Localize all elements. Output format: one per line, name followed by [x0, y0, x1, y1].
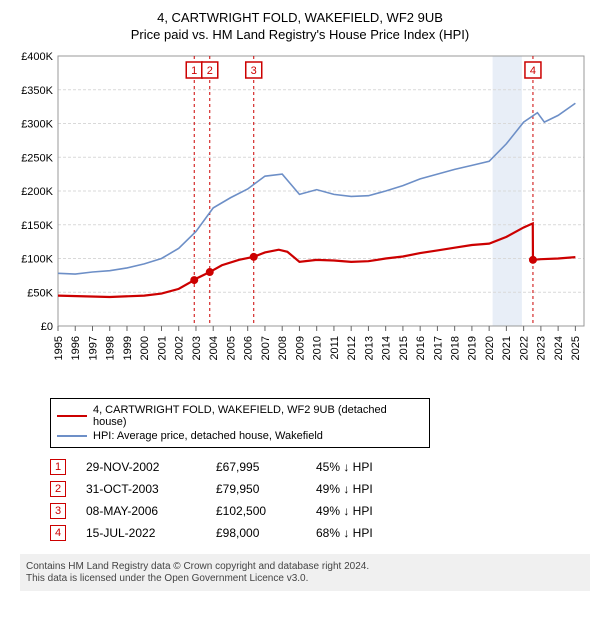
transaction-price: £79,950: [216, 482, 296, 496]
transaction-price: £102,500: [216, 504, 296, 518]
event-marker-number: 1: [191, 65, 197, 77]
chart-container: £0 £50K £100K £150K £200K £250K £300K £350K £400…: [10, 50, 590, 390]
transaction-price: £67,995: [216, 460, 296, 474]
x-tick-label: 2008: [277, 336, 289, 360]
transactions-table: 1 29-NOV-2002 £67,995 45% ↓ HPI 2 31-OCT-2003…: [50, 456, 590, 544]
x-tick-label: 2015: [398, 336, 410, 360]
x-tick-label: 2011: [329, 336, 341, 360]
x-tick-label: 2006: [243, 336, 255, 360]
y-tick-label: £100K: [21, 254, 53, 266]
legend-item: HPI: Average price, detached house, Wake…: [57, 429, 423, 443]
y-tick-label: £400K: [21, 51, 53, 63]
x-tick-label: 1998: [105, 336, 117, 360]
transaction-pct: 45% ↓ HPI: [316, 460, 416, 474]
event-marker-number: 4: [530, 65, 536, 77]
x-tick-label: 2016: [415, 336, 427, 360]
sale-dot: [206, 268, 214, 276]
sale-dot: [190, 276, 198, 284]
transaction-date: 31-OCT-2003: [86, 482, 196, 496]
chart-subtitle: Price paid vs. HM Land Registry's House …: [10, 27, 590, 42]
chart-title: 4, CARTWRIGHT FOLD, WAKEFIELD, WF2 9UB: [10, 10, 590, 25]
x-tick-label: 1996: [70, 336, 82, 360]
x-tick-label: 2010: [312, 336, 324, 360]
x-tick-label: 1999: [122, 336, 134, 360]
legend-swatch: [57, 415, 87, 417]
legend-item: 4, CARTWRIGHT FOLD, WAKEFIELD, WF2 9UB (…: [57, 403, 423, 429]
attribution-footer: Contains HM Land Registry data © Crown c…: [20, 554, 590, 591]
sale-dot: [250, 253, 258, 261]
transaction-row: 4 15-JUL-2022 £98,000 68% ↓ HPI: [50, 522, 590, 544]
event-marker-number: 3: [251, 65, 257, 77]
x-tick-label: 2009: [294, 336, 306, 360]
y-tick-label: £0: [41, 321, 53, 333]
x-tick-label: 2002: [174, 336, 186, 360]
x-tick-label: 2022: [518, 336, 530, 360]
sale-dot: [529, 256, 537, 264]
transaction-date: 08-MAY-2006: [86, 504, 196, 518]
transaction-marker: 4: [50, 525, 66, 541]
footer-line-1: Contains HM Land Registry data © Crown c…: [26, 561, 584, 572]
y-tick-label: £250K: [21, 152, 53, 164]
legend: 4, CARTWRIGHT FOLD, WAKEFIELD, WF2 9UB (…: [50, 398, 430, 448]
x-tick-label: 2005: [225, 336, 237, 360]
transaction-marker: 3: [50, 503, 66, 519]
price-chart: £0 £50K £100K £150K £200K £250K £300K £350K £400…: [10, 50, 590, 390]
x-tick-label: 1995: [53, 336, 65, 360]
x-tick-label: 2001: [156, 336, 168, 360]
y-tick-label: £300K: [21, 119, 53, 131]
x-tick-label: 2024: [553, 336, 565, 360]
x-tick-label: 2017: [432, 336, 444, 360]
x-tick-label: 2014: [381, 336, 393, 360]
x-tick-label: 2003: [191, 336, 203, 360]
x-tick-label: 2018: [450, 336, 462, 360]
transaction-pct: 68% ↓ HPI: [316, 526, 416, 540]
transaction-marker: 1: [50, 459, 66, 475]
x-tick-label: 2023: [536, 336, 548, 360]
y-tick-label: £350K: [21, 85, 53, 97]
transaction-date: 15-JUL-2022: [86, 526, 196, 540]
transaction-row: 2 31-OCT-2003 £79,950 49% ↓ HPI: [50, 478, 590, 500]
y-tick-label: £150K: [21, 220, 53, 232]
transaction-date: 29-NOV-2002: [86, 460, 196, 474]
x-tick-label: 2007: [260, 336, 272, 360]
x-tick-label: 1997: [87, 336, 99, 360]
footer-line-2: This data is licensed under the Open Gov…: [26, 573, 584, 584]
transaction-row: 3 08-MAY-2006 £102,500 49% ↓ HPI: [50, 500, 590, 522]
x-tick-label: 2025: [570, 336, 582, 360]
chart-title-block: 4, CARTWRIGHT FOLD, WAKEFIELD, WF2 9UB P…: [10, 10, 590, 42]
x-tick-label: 2019: [467, 336, 479, 360]
event-marker-number: 2: [207, 65, 213, 77]
x-tick-label: 2012: [346, 336, 358, 360]
x-tick-label: 2004: [208, 336, 220, 360]
legend-label: HPI: Average price, detached house, Wake…: [93, 430, 323, 442]
transaction-price: £98,000: [216, 526, 296, 540]
transaction-marker: 2: [50, 481, 66, 497]
legend-label: 4, CARTWRIGHT FOLD, WAKEFIELD, WF2 9UB (…: [93, 404, 423, 428]
transaction-pct: 49% ↓ HPI: [316, 504, 416, 518]
x-tick-label: 2021: [501, 336, 513, 360]
y-tick-label: £200K: [21, 186, 53, 198]
transaction-pct: 49% ↓ HPI: [316, 482, 416, 496]
x-tick-label: 2020: [484, 336, 496, 360]
x-tick-label: 2000: [139, 336, 151, 360]
y-tick-label: £50K: [27, 287, 53, 299]
legend-swatch: [57, 435, 87, 437]
transaction-row: 1 29-NOV-2002 £67,995 45% ↓ HPI: [50, 456, 590, 478]
x-tick-label: 2013: [363, 336, 375, 360]
